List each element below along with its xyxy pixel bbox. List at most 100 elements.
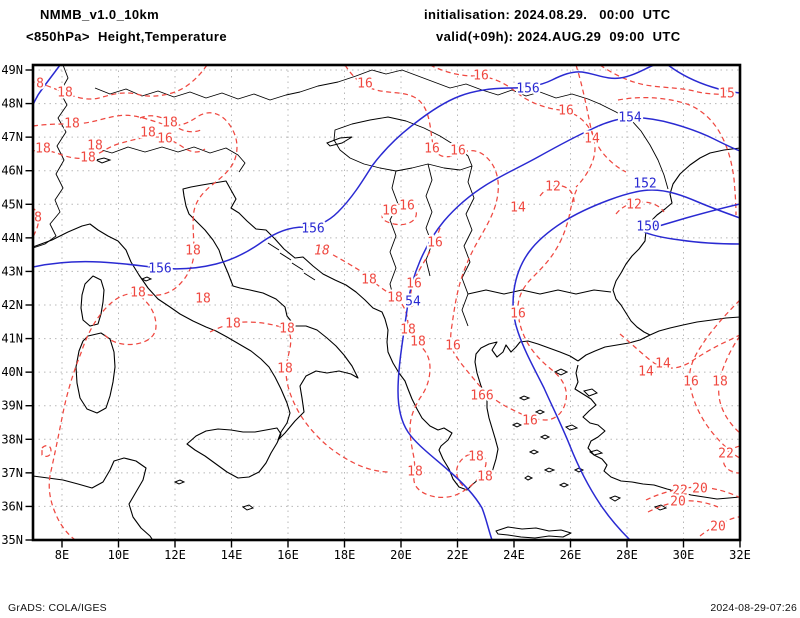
temp-contour <box>209 321 391 473</box>
coastline-marmara <box>577 334 651 362</box>
border-balkans-3 <box>425 163 433 277</box>
temperature-contour-label: 16 <box>157 132 173 147</box>
lon-axis-label: 28E <box>616 548 638 562</box>
height-contour-154 <box>397 117 740 540</box>
coastline-crete <box>495 526 572 539</box>
temperature-contour-label: 18 <box>57 86 73 101</box>
border-south-alps <box>94 146 246 173</box>
coastline-corsica <box>80 275 105 327</box>
temperature-contour-label: 166 <box>470 389 493 404</box>
coastline-sardinia <box>75 332 116 414</box>
temperature-contour-label: 18 <box>410 335 426 350</box>
lon-axis-label: 20E <box>390 548 412 562</box>
temperature-contour-label: 18 <box>35 142 51 157</box>
temperature-contour-label: 16 <box>445 339 461 354</box>
temperature-contour-label: 18 <box>277 362 293 377</box>
temperature-contour-label: 14 <box>638 365 654 380</box>
temp-contour <box>699 516 740 537</box>
border-carpathians <box>299 69 669 190</box>
lat-axis-label: 35N <box>1 533 23 547</box>
temp-contour <box>381 203 418 226</box>
height-contour-label: 54 <box>405 295 421 310</box>
lat-axis-label: 38N <box>1 432 23 446</box>
temp-contour <box>429 65 596 188</box>
temp-contour <box>539 184 575 203</box>
lon-axis-label: 32E <box>729 548 751 562</box>
height-contour-label: 156 <box>516 82 539 97</box>
border-west-alps <box>33 65 69 249</box>
temperature-contour-label: 16 <box>473 69 489 84</box>
model-title: NMMB_v1.0_10km <box>40 7 160 22</box>
temperature-contour-label: 16 <box>522 414 538 429</box>
lon-axis-label: 22E <box>447 548 469 562</box>
temperature-contour-label: 16 <box>450 144 466 159</box>
border-balkans-1 <box>461 165 475 327</box>
lat-axis-label: 36N <box>1 499 23 513</box>
height-contour-label: 156 <box>301 222 324 237</box>
temp-contour <box>139 115 202 133</box>
temp-contour <box>33 65 208 100</box>
temperature-contour-label: 16 <box>424 142 440 157</box>
latitude-axis-labels: 49N 48N 47N 46N 45N 44N 43N 42N 41N 40N 39N 38N 37N 3… <box>1 63 23 547</box>
longitude-axis-labels: 8E 10E 12E 14E 16E 18E 20E 22E 24E 26E 28E 30E 32E <box>55 548 751 562</box>
temperature-contour-label: 18 <box>400 323 416 338</box>
temp-contour <box>599 65 740 96</box>
temperature-contour-label: 16 <box>427 236 443 251</box>
valid-time: valid(+09h): 2024.AUG.29 09:00 UTC <box>436 29 681 44</box>
temperature-contour-label: 18 <box>279 322 295 337</box>
lon-axis-label: 26E <box>560 548 582 562</box>
temperature-contour-label: 20 <box>670 495 686 510</box>
lat-axis-label: 48N <box>1 97 23 111</box>
lon-axis-label: 8E <box>55 548 69 562</box>
temperature-contour-label: 18 <box>407 465 423 480</box>
temperature-contour-label: 16 <box>406 277 422 292</box>
temperature-contour-label: 14 <box>584 132 600 147</box>
temperature-contour-label: 12 <box>626 198 642 213</box>
temperature-contour-label: 22 <box>718 447 734 462</box>
temperature-contour-label: 16 <box>399 199 415 214</box>
temperature-contour-label: 8 <box>34 211 42 226</box>
temperature-contour-label: 18 <box>162 116 178 131</box>
dalmatian-islands <box>267 242 316 281</box>
temp-contour <box>33 136 206 159</box>
coastlines <box>33 136 740 540</box>
temperature-contour-label: 16 <box>558 104 574 119</box>
lon-axis-label: 10E <box>108 548 130 562</box>
temperature-contour-label: 14 <box>655 357 671 372</box>
temp-contour <box>619 333 740 369</box>
temperature-contour-label: 15 <box>719 87 735 102</box>
temp-contour <box>103 295 157 346</box>
temperature-contour-label: 20 <box>692 482 708 497</box>
small-islands <box>94 136 668 511</box>
temp-contour <box>344 65 578 421</box>
border-hungary <box>333 116 473 172</box>
coastline-tunisia <box>33 457 154 540</box>
temp-contour <box>409 227 441 308</box>
init-time: initialisation: 2024.08.29. 00:00 UTC <box>424 7 671 22</box>
temperature-contour-label: 18 <box>225 317 241 332</box>
lat-axis-label: 39N <box>1 399 23 413</box>
height-contour-152 <box>512 189 740 540</box>
lat-axis-label: 41N <box>1 332 23 346</box>
temp-contour <box>41 444 52 457</box>
map-frame <box>31 63 742 542</box>
temperature-contour-label: 18 <box>130 286 146 301</box>
coastline-blacksea <box>612 147 740 336</box>
temp-contour <box>647 500 719 513</box>
lon-axis-label: 24E <box>503 548 525 562</box>
temperature-contour-label: 18 <box>195 292 211 307</box>
temperature-contour-label: 18 <box>712 375 728 390</box>
temperature-contour-label: 18 <box>314 244 330 259</box>
axis-ticks <box>25 69 741 548</box>
temperature-contour-label: 18 <box>87 139 103 154</box>
lon-axis-label: 16E <box>277 548 299 562</box>
temperature-contour-label: 18 <box>387 291 403 306</box>
temperature-contour-label: 18 <box>361 273 377 288</box>
temp-contour <box>718 335 740 434</box>
temp-contour <box>645 486 740 501</box>
temperature-contours <box>33 65 740 540</box>
temp-contour <box>722 445 740 474</box>
creation-timestamp: 2024-08-29-07:26 <box>710 602 797 614</box>
